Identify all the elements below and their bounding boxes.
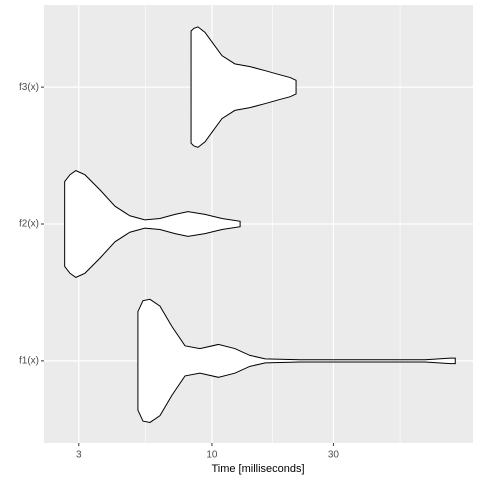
violin xyxy=(64,170,241,278)
x-axis-title: Time [milliseconds] xyxy=(211,463,304,475)
x-tick-label: 3 xyxy=(76,450,82,461)
y-tick-label: f2(x) xyxy=(19,219,39,230)
violin xyxy=(190,26,297,148)
x-tick-label: 30 xyxy=(328,450,340,461)
x-tick-label: 10 xyxy=(206,450,218,461)
violin xyxy=(137,298,456,423)
y-tick-label: f1(x) xyxy=(19,356,39,367)
y-tick-label: f3(x) xyxy=(19,82,39,93)
